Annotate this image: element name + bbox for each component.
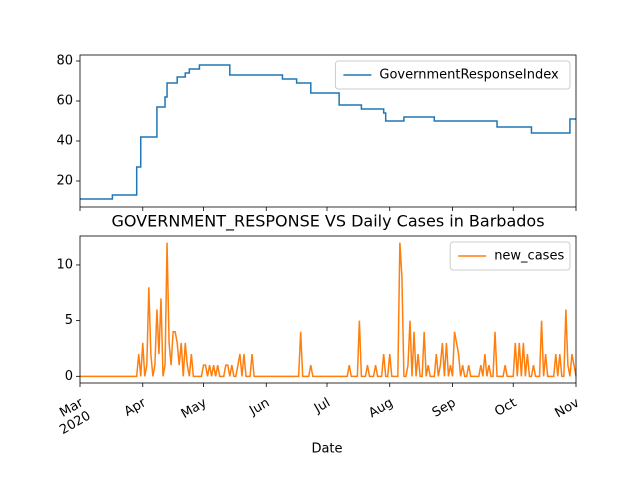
x-tick-label: May xyxy=(179,395,210,422)
legend-box xyxy=(449,241,571,271)
legend-box xyxy=(334,60,571,90)
x-tick-label: Mar2020 xyxy=(50,395,94,438)
y-tick-label: 5 xyxy=(65,313,73,328)
x-tick-label: Aug xyxy=(366,395,395,421)
x-tick-label: Jun xyxy=(246,395,272,419)
x-tick-label: Nov xyxy=(553,395,583,421)
x-tick-label: Jul xyxy=(311,395,333,416)
y-tick-label: 0 xyxy=(65,369,73,384)
y-tick-label: 60 xyxy=(56,94,73,109)
plot-frame xyxy=(79,235,577,384)
x-tick-label: Apr xyxy=(122,395,150,420)
data-line xyxy=(80,242,577,378)
x-axis-label: Date xyxy=(311,442,342,457)
y-tick-label: 40 xyxy=(56,134,73,149)
chart-title: GOVERNMENT_RESPONSE VS Daily Cases in Ba… xyxy=(111,212,544,232)
x-tick-label: Sep xyxy=(430,395,459,420)
y-tick-label: 20 xyxy=(56,174,73,189)
plot-frame xyxy=(79,54,577,208)
y-tick-label: 80 xyxy=(56,54,73,69)
data-line xyxy=(80,64,576,200)
legend-label: GovernmentResponseIndex xyxy=(379,68,559,83)
x-tick-label: Oct xyxy=(492,395,519,419)
legend-label: new_cases xyxy=(494,249,564,264)
y-tick-label: 10 xyxy=(56,257,73,272)
